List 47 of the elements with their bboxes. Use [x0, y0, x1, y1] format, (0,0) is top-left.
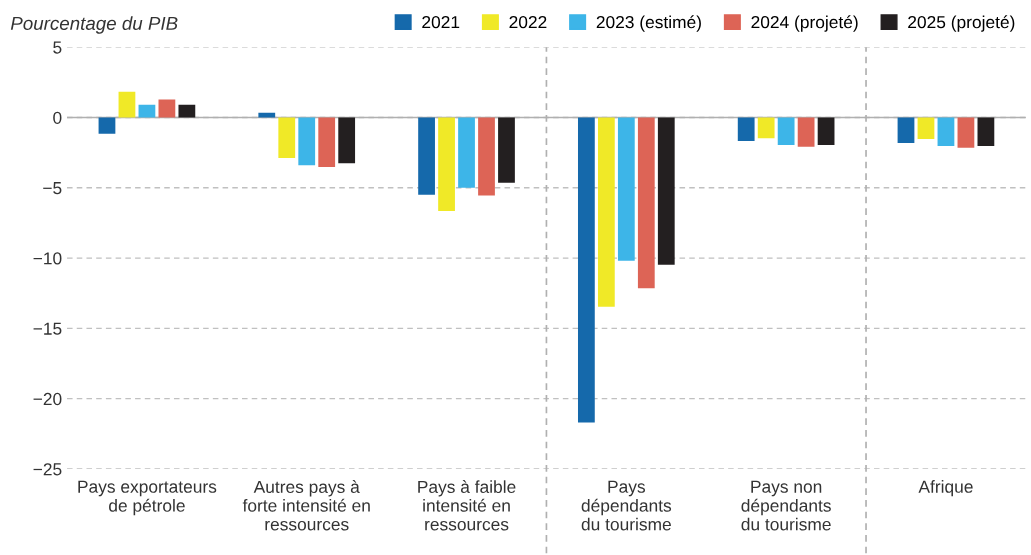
bar [777, 117, 795, 145]
bar [617, 117, 635, 261]
bar [298, 117, 316, 166]
x-tick-label: Pays non dépendants du tourisme [741, 480, 831, 531]
bar [498, 117, 515, 183]
bar [158, 99, 176, 118]
x-tick-label: Autres pays à forte intensité en ressources [242, 480, 370, 531]
bar [98, 117, 116, 134]
bar [937, 117, 955, 146]
bar [318, 117, 336, 168]
bar [577, 117, 595, 423]
y-tick-label: −25 [33, 463, 62, 476]
legend-label: 2022 [509, 15, 547, 29]
legend-label: 2023 (estimé) [596, 15, 701, 32]
bar [817, 117, 835, 145]
bar [897, 117, 915, 143]
bar [178, 104, 196, 118]
bar [757, 117, 775, 139]
legend-label: 2021 [422, 15, 460, 29]
x-tick-label: Afrique [918, 480, 973, 497]
bar [957, 117, 975, 148]
y-tick-label: −5 [43, 182, 62, 195]
bar [438, 117, 455, 212]
bar [418, 117, 435, 195]
bar [278, 117, 296, 158]
chart-title: Pourcentage du PIB [10, 16, 178, 34]
x-tick-label: Pays à faible intensité en ressources [418, 480, 516, 531]
bar [478, 117, 495, 196]
bar [737, 117, 755, 141]
y-tick-label: −10 [33, 252, 62, 265]
bar [458, 117, 475, 188]
legend-label: 2024 (projeté) [751, 15, 858, 32]
bar [917, 117, 935, 139]
bar [977, 117, 995, 146]
bar [637, 117, 655, 289]
y-tick-label: 0 [53, 111, 62, 124]
bar [657, 117, 675, 265]
y-tick-label: −20 [33, 392, 62, 406]
legend-label: 2025 (projeté) [908, 15, 1015, 32]
bar [338, 117, 356, 164]
y-tick-label: −15 [33, 322, 62, 335]
bar [118, 91, 136, 118]
bar [597, 117, 615, 307]
x-tick-label: Pays exportateurs de pétrole [78, 480, 217, 516]
bar [797, 117, 815, 147]
y-tick-label: 5 [53, 41, 62, 54]
x-tick-label: Pays dépendants du tourisme [581, 480, 672, 531]
